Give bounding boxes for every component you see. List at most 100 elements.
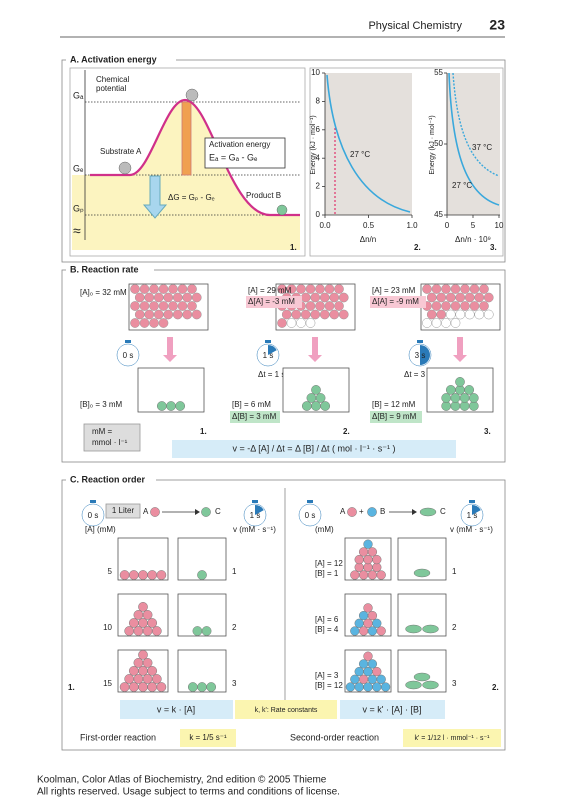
label: 1. [290,243,297,252]
molecule [130,284,140,294]
y-tick-label: 8 [316,97,321,106]
arrow [453,337,467,362]
label: Activation energy [209,140,270,149]
molecule [128,570,139,580]
molecule [172,309,183,320]
label: v (mM · s⁻¹) [233,525,276,534]
molecule [281,309,292,320]
molecule [142,626,153,636]
label: [A] = 23 mM [372,286,416,295]
label: [A]₀ = 32 mM [80,288,127,297]
label: v = k' · [A] · [B] [363,704,422,714]
label: 1. [200,427,207,436]
molecule [142,610,153,620]
molecule [138,570,148,580]
curve [326,74,411,213]
molecule [367,674,378,684]
stopwatch-crown [125,340,131,343]
label: 1 s [263,351,274,360]
molecule [358,610,369,621]
label: k, k': Rate constants [255,707,318,714]
molecule [138,649,148,660]
x-tick-label: 0.5 [363,221,375,230]
molecule [358,659,369,669]
molecule [324,301,335,311]
label: 1 s [250,511,261,520]
molecule [158,318,169,328]
label: [A] = 12 [315,559,343,568]
molecule [483,292,494,303]
molecule [128,682,139,692]
molecule [363,666,373,677]
stopwatch-wedge [268,345,277,355]
panel-frame [61,269,506,463]
note-box [105,503,141,519]
molecule [363,618,373,628]
molecule [431,301,442,311]
molecule [310,292,321,303]
molecule [305,301,316,311]
formula-box [340,700,445,719]
label: 0 s [88,511,99,520]
molecule [301,401,312,411]
molecule [367,659,378,669]
molecule [363,539,373,549]
formula-box [204,137,286,169]
label: 3 s [415,351,426,360]
molecule [329,309,340,320]
molecule [182,309,193,320]
molecule [166,401,176,411]
molecule [459,393,470,403]
molecule [358,547,369,557]
molecule [201,626,212,636]
molecule [206,682,217,692]
y-tick-label: 45 [434,210,443,219]
x-tick-label: 0 [445,221,450,230]
molecule [380,682,391,692]
molecule [367,610,378,621]
molecule [156,570,167,580]
arrowhead [412,509,417,515]
molecule [192,626,203,636]
stopwatch-crown [90,500,96,503]
label: C [440,507,446,516]
molecule [156,401,167,411]
stopwatch-crown [252,500,258,503]
stopwatch-crown [265,340,271,343]
molecule [133,674,144,684]
molecule [149,284,159,294]
formula-box [235,700,337,719]
label: [B] = 4 [315,625,339,634]
molecule [431,284,442,294]
molecule [422,624,439,634]
label: First-order reaction [80,732,156,742]
molecule [455,292,466,303]
label: [B] = 6 mM [232,400,271,409]
y-tick-label: 4 [316,153,321,162]
molecule [158,284,169,294]
stopwatch-wedge [472,505,481,515]
molecule [149,318,159,328]
molecule [130,301,140,311]
arrow [308,337,322,362]
molecule [151,626,162,636]
label: (mM) [315,525,334,534]
molecule [296,318,306,328]
molecule [419,507,437,517]
molecule [464,385,475,395]
activation-bar [181,101,192,176]
transition-ball [185,88,199,102]
molecule [153,309,164,320]
molecule [147,666,158,676]
molecule [469,284,480,294]
label: [A] = 29 mM [248,286,292,295]
molecule [158,301,169,311]
label: Second-order reaction [290,732,379,742]
molecule [455,377,465,387]
label: Gₚ [73,203,84,213]
label: 37 °C [472,143,492,152]
formula-box [120,700,233,719]
molecule [130,318,140,328]
formula-box [403,729,501,747]
label: Substrate A [100,147,142,156]
